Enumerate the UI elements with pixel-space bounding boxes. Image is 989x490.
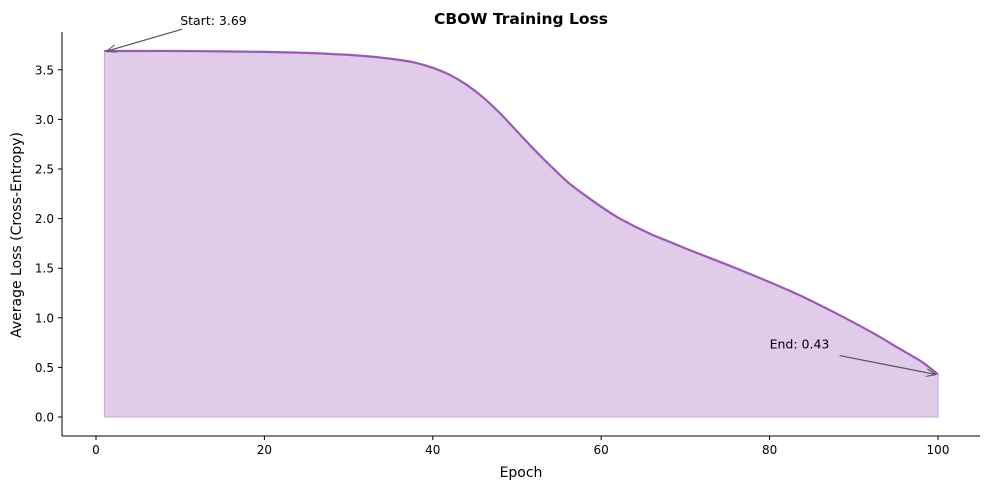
annotation-arrow: [107, 28, 183, 51]
y-tick-label: 3.5: [35, 63, 54, 77]
annotation-arrow: [839, 354, 935, 375]
y-tick-label: 2.5: [35, 163, 54, 177]
x-tick-label: 20: [257, 443, 272, 457]
y-tick-label: 0.0: [35, 411, 54, 425]
y-tick-label: 2.0: [35, 212, 54, 226]
loss-area-fill: [103, 50, 939, 418]
chart-title: CBOW Training Loss: [434, 10, 608, 28]
start-annotation: Start: 3.69: [180, 13, 247, 28]
x-axis-label: Epoch: [500, 465, 543, 481]
annotations: Start: 3.69 End: 0.43: [107, 13, 935, 374]
x-tick-label: 40: [425, 443, 440, 457]
end-annotation: End: 0.43: [770, 337, 830, 352]
x-tick-label: 60: [594, 443, 609, 457]
y-tick-label: 1.0: [35, 311, 54, 325]
loss-line: [104, 49, 939, 376]
y-axis-label: Average Loss (Cross-Entropy): [9, 132, 25, 338]
plot-area: [103, 49, 939, 418]
y-ticks: 0.0 0.5 1.0 1.5 2.0 2.5 3.0 3.5: [35, 63, 62, 425]
x-tick-label: 100: [927, 443, 950, 457]
y-tick-label: 1.5: [35, 262, 54, 276]
x-tick-label: 80: [762, 443, 777, 457]
x-tick-label: 0: [92, 443, 100, 457]
x-ticks: 0 20 40 60 80 100: [92, 436, 949, 457]
y-tick-label: 0.5: [35, 361, 54, 375]
y-tick-label: 3.0: [35, 113, 54, 127]
